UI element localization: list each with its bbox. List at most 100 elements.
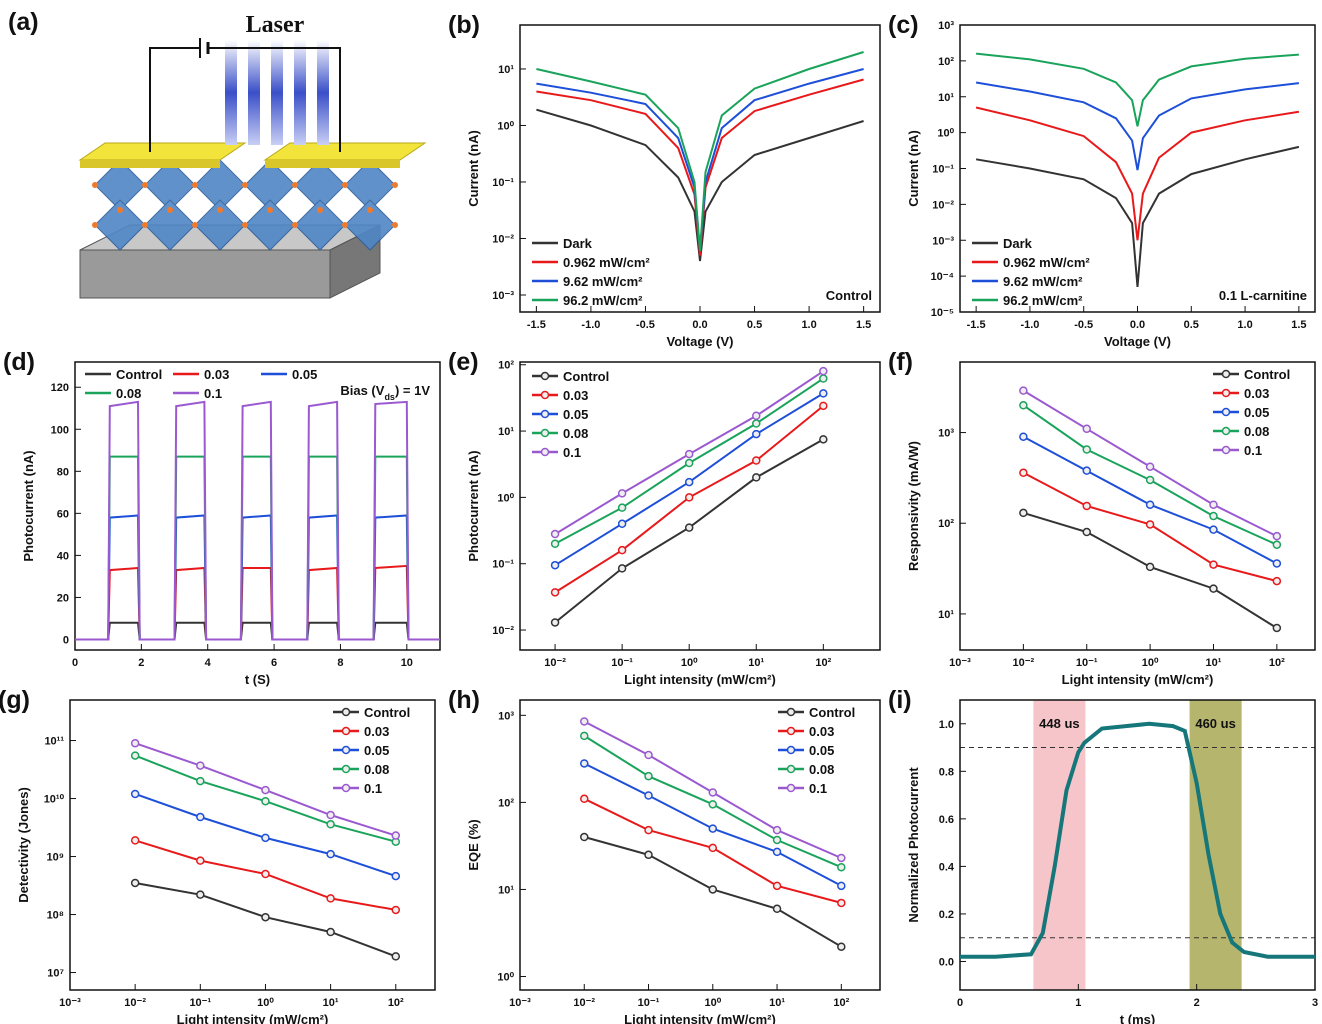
legend-label: Control (364, 705, 410, 720)
annotation: 0.1 L-carnitine (1219, 288, 1307, 303)
data-point (1209, 584, 1218, 593)
data-point (1082, 527, 1091, 537)
legend-marker (786, 745, 796, 755)
legend-marker (540, 371, 550, 381)
x-tick-label: 1 (1075, 997, 1081, 1009)
legend-label: 0.08 (116, 386, 141, 401)
y-axis-title: Photocurrent (nA) (21, 450, 36, 561)
data-point (1272, 531, 1282, 541)
y-tick-label: 10⁰ (497, 492, 514, 504)
legend-label: 0.08 (364, 762, 389, 777)
data-point (684, 449, 694, 459)
data-point (644, 825, 653, 835)
data-point (772, 904, 782, 914)
data-point (1209, 500, 1218, 509)
legend-marker (1221, 426, 1231, 436)
legend-marker (341, 783, 351, 793)
legend-label: 0.1 (809, 781, 827, 796)
legend-label: 0.03 (809, 724, 834, 739)
x-tick-label: 10¹ (748, 657, 764, 669)
panel-label: (h) (448, 686, 480, 714)
legend-label: 0.962 mW/cm² (1003, 255, 1090, 270)
y-axis-title: Detectivity (Jones) (16, 787, 31, 903)
data-point (550, 618, 560, 627)
legend-label: Control (563, 369, 609, 384)
schematic: (a) Laser (8, 8, 427, 299)
x-tick-label: 1.5 (856, 319, 871, 331)
data-point (326, 820, 335, 829)
x-tick-label: 10⁰ (1142, 657, 1159, 669)
y-tick-label: 0.8 (939, 766, 954, 778)
series-line (960, 721, 1315, 959)
series-line (75, 514, 440, 641)
x-tick-label: 0.5 (747, 319, 762, 331)
data-point (1209, 511, 1218, 521)
series-line (75, 564, 440, 641)
panel: (e) 10⁻² 10⁻¹ 10⁰ 10¹ 10² 10⁻² 10⁻¹ 10⁰ 10¹ 10² Lig… (448, 348, 881, 687)
x-tick-label: 10¹ (1206, 657, 1222, 669)
data-point (580, 759, 589, 768)
y-tick-label: 0 (63, 634, 69, 646)
plot-frame (69, 699, 436, 991)
series-line (536, 78, 864, 256)
data-point (1272, 540, 1282, 549)
x-tick-label: -1.0 (1020, 319, 1039, 331)
plot-frame (959, 361, 1316, 651)
data-point (1209, 525, 1218, 534)
data-point (708, 843, 718, 853)
y-tick-label: 10¹⁰ (44, 794, 65, 806)
x-axis-title: t (S) (245, 672, 270, 687)
data-point (708, 788, 718, 797)
x-tick-label: 1.0 (1237, 319, 1252, 331)
legend-label: 0.05 (809, 743, 834, 758)
x-tick-label: 1.0 (801, 319, 816, 331)
y-tick-label: 10¹ (498, 884, 514, 896)
data-point (752, 419, 761, 428)
legend-label: Control (809, 705, 855, 720)
data-point (819, 374, 828, 383)
data-point (617, 519, 627, 529)
legend-marker (540, 447, 550, 457)
x-tick-label: 10⁻³ (59, 997, 81, 1009)
y-tick-label: 10⁻² (492, 233, 514, 245)
x-axis-title: Light intensity (mW/cm²) (177, 1012, 329, 1024)
y-tick-label: 10¹ (498, 64, 514, 76)
y-tick-label: 0.2 (939, 909, 954, 921)
x-tick-label: 10¹ (769, 997, 785, 1009)
x-tick-label: 10² (1269, 657, 1285, 669)
legend-marker (341, 707, 351, 717)
data-point (261, 833, 270, 843)
y-tick-label: 10⁻¹ (932, 164, 954, 176)
data-point (1082, 445, 1091, 454)
data-point (1019, 468, 1028, 478)
data-point (580, 794, 589, 804)
x-tick-label: 10⁻¹ (638, 997, 660, 1009)
data-point (130, 789, 140, 799)
legend-marker (1221, 369, 1231, 379)
legend-label: Control (116, 367, 162, 382)
data-point (580, 717, 589, 726)
x-tick-label: 3 (1312, 997, 1318, 1009)
legend-marker (540, 409, 550, 419)
panel: (b) -1.5 -1.0 -0.5 0.0 0.5 1.0 1.5 10⁻³ 10⁻² 10⁻¹ 1… (448, 11, 881, 349)
data-point (391, 831, 401, 840)
series-line (1022, 435, 1278, 565)
panel: (f) 10⁻³ 10⁻² 10⁻¹ 10⁰ 10¹ 10² 10¹ 10² 10³ Light i… (888, 348, 1316, 687)
legend-label: 0.03 (563, 388, 588, 403)
series-line (536, 51, 864, 252)
legend-label: 0.03 (204, 367, 229, 382)
legend-label: 9.62 mW/cm² (1003, 274, 1083, 289)
y-tick-label: 100 (51, 424, 69, 436)
y-tick-label: 80 (57, 466, 69, 478)
data-point (684, 477, 694, 487)
data-point (617, 564, 627, 573)
data-point (837, 942, 846, 951)
y-tick-label: 10⁷ (47, 968, 64, 980)
x-tick-label: -1.5 (527, 319, 546, 331)
x-tick-label: -1.5 (967, 319, 986, 331)
data-point (1145, 462, 1155, 471)
data-point (391, 905, 401, 915)
panel-label: (c) (888, 11, 919, 39)
data-point (580, 731, 589, 741)
data-point (130, 878, 140, 888)
